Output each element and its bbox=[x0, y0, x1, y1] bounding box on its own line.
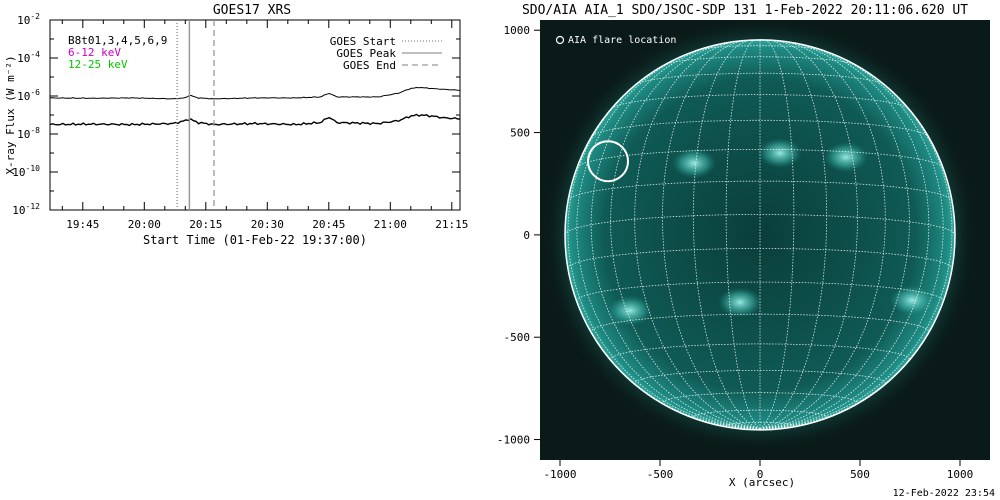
goes-y-tick-exponent: -8 bbox=[30, 126, 40, 135]
goes-flux-series bbox=[49, 86, 461, 127]
goes-title: GOES17 XRS bbox=[213, 3, 291, 18]
aia-grid-line bbox=[610, 42, 761, 430]
goes-y-tick-label: 10-6 bbox=[17, 88, 40, 103]
aia-x-tick-label: 0 bbox=[757, 468, 764, 481]
aia-x-axis-label: X (arcsec) bbox=[729, 476, 795, 489]
goes-y-tick-label: 10-12 bbox=[12, 202, 40, 217]
aia-legend-label: AIA flare location bbox=[568, 35, 676, 46]
aia-y-axis: 1000 500 0 -500 -1000 bbox=[497, 24, 540, 447]
aia-active-region bbox=[824, 142, 868, 173]
goes-event-markers bbox=[176, 20, 215, 210]
aia-grid-line bbox=[692, 39, 761, 430]
goes-x-tick-label: 20:15 bbox=[189, 218, 222, 231]
aia-y-tick-label: 0 bbox=[523, 229, 530, 242]
goes-x-tick-label: 20:45 bbox=[312, 218, 345, 231]
aia-grid-line bbox=[610, 343, 910, 361]
goes-y-tick-label: 10-4 bbox=[17, 50, 40, 65]
aia-title: SDO/AIA AIA_1 SDO/JSOC-SDP 131 1-Feb-202… bbox=[522, 3, 968, 18]
aia-active-region bbox=[608, 295, 652, 326]
aia-grid-line bbox=[590, 313, 930, 333]
goes-x-tick-label: 20:00 bbox=[128, 218, 161, 231]
goes-x-axis-label: Start Time (01-Feb-22 19:37:00) bbox=[143, 233, 367, 247]
aia-x-tick-label: 500 bbox=[850, 468, 870, 481]
aia-grid-line bbox=[759, 42, 930, 430]
goes-y-tick-exponent: -2 bbox=[30, 12, 40, 21]
aia-y-tick-label: 500 bbox=[510, 127, 530, 140]
aia-y-tick-label: -500 bbox=[504, 331, 531, 344]
aia-limb-outline bbox=[564, 39, 956, 431]
aia-x-tick-label: -500 bbox=[647, 468, 674, 481]
goes-y-tick-label: 10-8 bbox=[17, 126, 40, 141]
goes-y-tick-exponent: -4 bbox=[30, 50, 40, 59]
aia-solar-image: SDO/AIA AIA_1 SDO/JSOC-SDP 131 1-Feb-202… bbox=[497, 3, 995, 499]
aia-y-tick-label: 1000 bbox=[504, 24, 531, 37]
aia-y-tick-label: -1000 bbox=[497, 434, 530, 447]
goes-y-tick-exponent: -12 bbox=[26, 202, 41, 211]
aia-grid-line bbox=[567, 69, 761, 430]
aia-grid-line bbox=[759, 42, 910, 430]
goes-legend-entry: 6-12 keV bbox=[68, 46, 121, 59]
aia-grid-line bbox=[696, 45, 824, 51]
aia-grid-line bbox=[567, 180, 953, 201]
aia-active-region bbox=[718, 287, 762, 318]
goes-event-legend-label: GOES End bbox=[343, 59, 396, 72]
goes-y-tick-exponent: -6 bbox=[30, 88, 40, 97]
aia-active-region bbox=[890, 285, 934, 316]
aia-grid-line bbox=[662, 40, 761, 430]
goes-legend-entry: B8t01,3,4,5,6,9 bbox=[68, 34, 167, 47]
footer-timestamp: 12-Feb-2022 23:54 bbox=[893, 488, 995, 499]
aia-grid-line bbox=[590, 42, 761, 430]
aia-x-axis: -1000 -500 0 500 1000 bbox=[543, 460, 973, 481]
goes-event-legend-label: GOES Peak bbox=[336, 47, 396, 60]
aia-grid-line bbox=[635, 72, 885, 85]
aia-x-tick-label: 1000 bbox=[947, 468, 974, 481]
goes-x-tick-label: 21:15 bbox=[435, 218, 468, 231]
goes-x-tick-label: 19:45 bbox=[66, 218, 99, 231]
aia-x-tick-label: -1000 bbox=[543, 468, 576, 481]
goes-flux-line bbox=[49, 86, 461, 100]
aia-grid-line bbox=[725, 39, 761, 430]
aia-solar-disk bbox=[565, 39, 955, 430]
aia-grid-line bbox=[759, 40, 858, 430]
goes-event-legend-label: GOES Start bbox=[330, 35, 396, 48]
aia-flare-circle bbox=[587, 140, 629, 183]
aia-grid-line bbox=[759, 47, 944, 430]
goes-y-tick-label: 10-2 bbox=[17, 12, 40, 27]
aia-grid-line bbox=[564, 234, 761, 430]
aia-grid-line bbox=[759, 234, 956, 430]
aia-grid-line bbox=[591, 119, 929, 137]
goes-y-tick-exponent: -10 bbox=[26, 164, 41, 173]
aia-grid-line bbox=[759, 69, 953, 430]
aia-grid-line bbox=[576, 47, 761, 430]
aia-grid-line bbox=[759, 39, 828, 430]
goes-x-tick-label: 20:30 bbox=[251, 218, 284, 231]
aia-active-region bbox=[672, 148, 716, 179]
aia-grid-line bbox=[759, 39, 795, 430]
aia-lat-lon-grid bbox=[564, 39, 956, 430]
aia-active-region bbox=[758, 138, 802, 169]
goes-flux-line bbox=[49, 113, 461, 127]
goes-x-axis: 19:45 20:00 20:15 20:30 20:45 21:00 21:15 bbox=[61, 20, 468, 231]
goes-y-axis-label: X-ray Flux (W m⁻²) bbox=[4, 55, 17, 174]
goes-x-tick-label: 21:00 bbox=[374, 218, 407, 231]
aia-legend-marker bbox=[555, 35, 565, 45]
goes-legend-entry: 12-25 keV bbox=[68, 58, 128, 71]
